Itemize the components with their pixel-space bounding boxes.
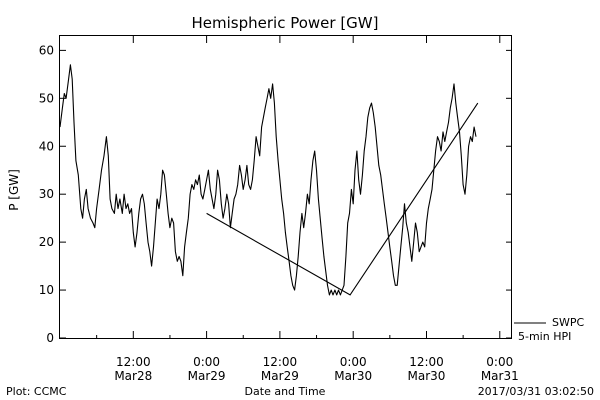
x-tick-time-label: 12:00 — [263, 355, 298, 369]
y-tick-label: 0 — [46, 331, 54, 345]
legend-swpc-label: SWPC — [552, 316, 584, 329]
x-tick-time-label: 0:00 — [340, 355, 367, 369]
y-axis-label: P [GW] — [7, 169, 21, 211]
x-tick-time-label: 12:00 — [409, 355, 444, 369]
legend: SWPC 5-min HPI — [514, 316, 584, 343]
footer-timestamp: 2017/03/31 03:02:50 — [478, 385, 594, 398]
x-tick-time-label: 0:00 — [193, 355, 220, 369]
x-tick-date-label: Mar29 — [188, 369, 226, 383]
footer-credit: Plot: CCMC — [6, 385, 67, 398]
footer-xlabel: Date and Time — [245, 385, 326, 398]
swpc-series-line — [59, 64, 477, 296]
y-tick-label: 50 — [39, 91, 54, 105]
y-tick-label: 30 — [39, 187, 54, 201]
x-tick-time-label: 12:00 — [116, 355, 151, 369]
x-tick-time-label: 0:00 — [486, 355, 513, 369]
x-tick-date-label: Mar30 — [334, 369, 372, 383]
legend-hpi-label: 5-min HPI — [518, 330, 571, 343]
chart-title: Hemispheric Power [GW] — [192, 14, 379, 32]
x-tick-date-label: Mar28 — [114, 369, 152, 383]
x-tick-date-label: Mar29 — [261, 369, 299, 383]
y-tick-label: 60 — [39, 43, 54, 57]
x-axis: 12:00Mar280:00Mar2912:00Mar290:00Mar3012… — [96, 36, 519, 383]
y-axis: 0 10 20 30 40 50 60 — [39, 43, 512, 345]
y-tick-label: 20 — [39, 235, 54, 249]
x-tick-date-label: Mar30 — [408, 369, 446, 383]
y-tick-label: 40 — [39, 139, 54, 153]
plot-area-frame — [59, 35, 512, 339]
y-tick-label: 10 — [39, 283, 54, 297]
hpi-series-line — [206, 102, 479, 296]
x-tick-date-label: Mar31 — [481, 369, 519, 383]
